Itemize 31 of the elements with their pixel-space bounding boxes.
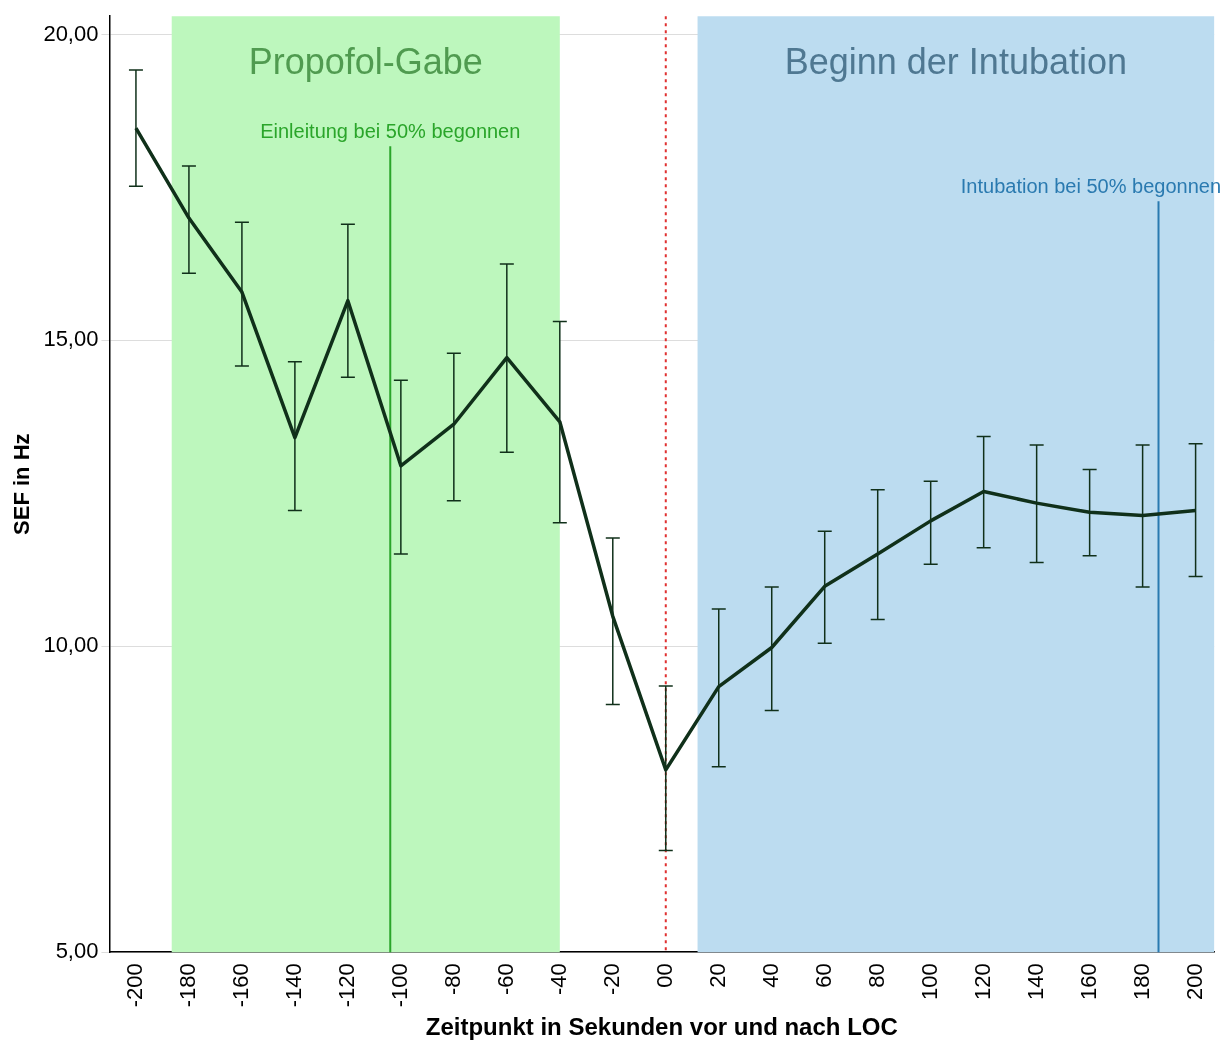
x-tick-label: 180: [1128, 963, 1154, 1000]
x-tick-label: 20: [704, 963, 730, 988]
x-tick-label: -180: [174, 963, 200, 1008]
x-tick-label: 120: [969, 963, 995, 1000]
x-tick-label: -120: [333, 963, 359, 1008]
x-tick-label: -100: [386, 963, 412, 1008]
y-tick-label: 10,00: [43, 632, 99, 658]
x-tick-label: -140: [280, 963, 306, 1008]
x-axis-title: Zeitpunkt in Sekunden vor und nach LOC: [425, 1013, 898, 1041]
x-tick-label: -40: [545, 963, 571, 995]
x-tick-label: 200: [1181, 963, 1207, 1000]
y-tick-label: 20,00: [43, 20, 99, 46]
ref-line-label: Einleitung bei 50% begonnen: [260, 119, 521, 142]
x-tick-label: 160: [1075, 963, 1101, 1000]
y-tick-label: 15,00: [43, 326, 99, 352]
x-tick-label: 60: [810, 963, 836, 988]
y-axis-title: SEF in Hz: [9, 433, 35, 535]
ref-line-label: Intubation bei 50% begonnen: [960, 174, 1222, 197]
x-tick-label: -160: [227, 963, 253, 1008]
x-tick-label: -20: [598, 963, 624, 995]
x-tick-label: 40: [757, 963, 783, 988]
x-tick-label: -80: [439, 963, 465, 995]
x-tick-label: -200: [122, 963, 148, 1008]
x-tick-label: -60: [492, 963, 518, 995]
x-tick-label: 00: [651, 963, 677, 988]
y-tick-label: 5,00: [55, 938, 99, 964]
band-label: Propofol-Gabe: [248, 41, 483, 83]
band-label: Beginn der Intubation: [784, 41, 1127, 83]
x-tick-label: 140: [1022, 963, 1048, 1000]
x-tick-label: 80: [863, 963, 889, 988]
x-tick-label: 100: [916, 963, 942, 1000]
